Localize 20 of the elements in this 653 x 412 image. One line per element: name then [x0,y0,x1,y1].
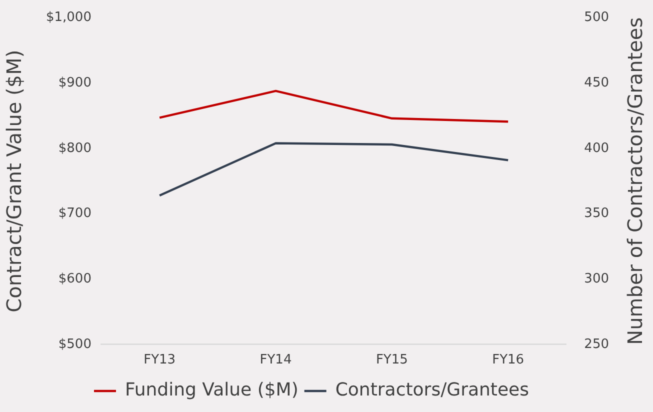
legend-label: Funding Value ($M) [125,380,298,401]
y-tick-label: $500 [58,336,92,352]
y-tick-label: $900 [58,75,92,90]
legend-label: Contractors/Grantees [335,380,530,401]
y-tick-label: $700 [58,206,92,222]
y2-tick-label: 300 [584,271,610,286]
y2-tick-label: 400 [584,140,610,156]
y-tick-label: $600 [58,271,92,286]
y2-tick-label: 250 [584,336,610,352]
y2-tick-label: 500 [584,10,610,26]
x-tick-label: FY16 [492,352,524,368]
y2-axis-title: Number of Contractors/Grantees [623,17,648,345]
y2-tick-label: 350 [584,206,610,222]
y-tick-label: $1,000 [46,10,92,26]
x-tick-label: FY14 [260,352,292,368]
y2-tick-label: 450 [584,75,610,90]
y-tick-label: $800 [58,140,92,156]
x-tick-label: FY13 [144,352,176,368]
x-tick-label: FY15 [376,352,408,368]
y-axis-title: Contract/Grant Value ($M) [2,50,26,312]
